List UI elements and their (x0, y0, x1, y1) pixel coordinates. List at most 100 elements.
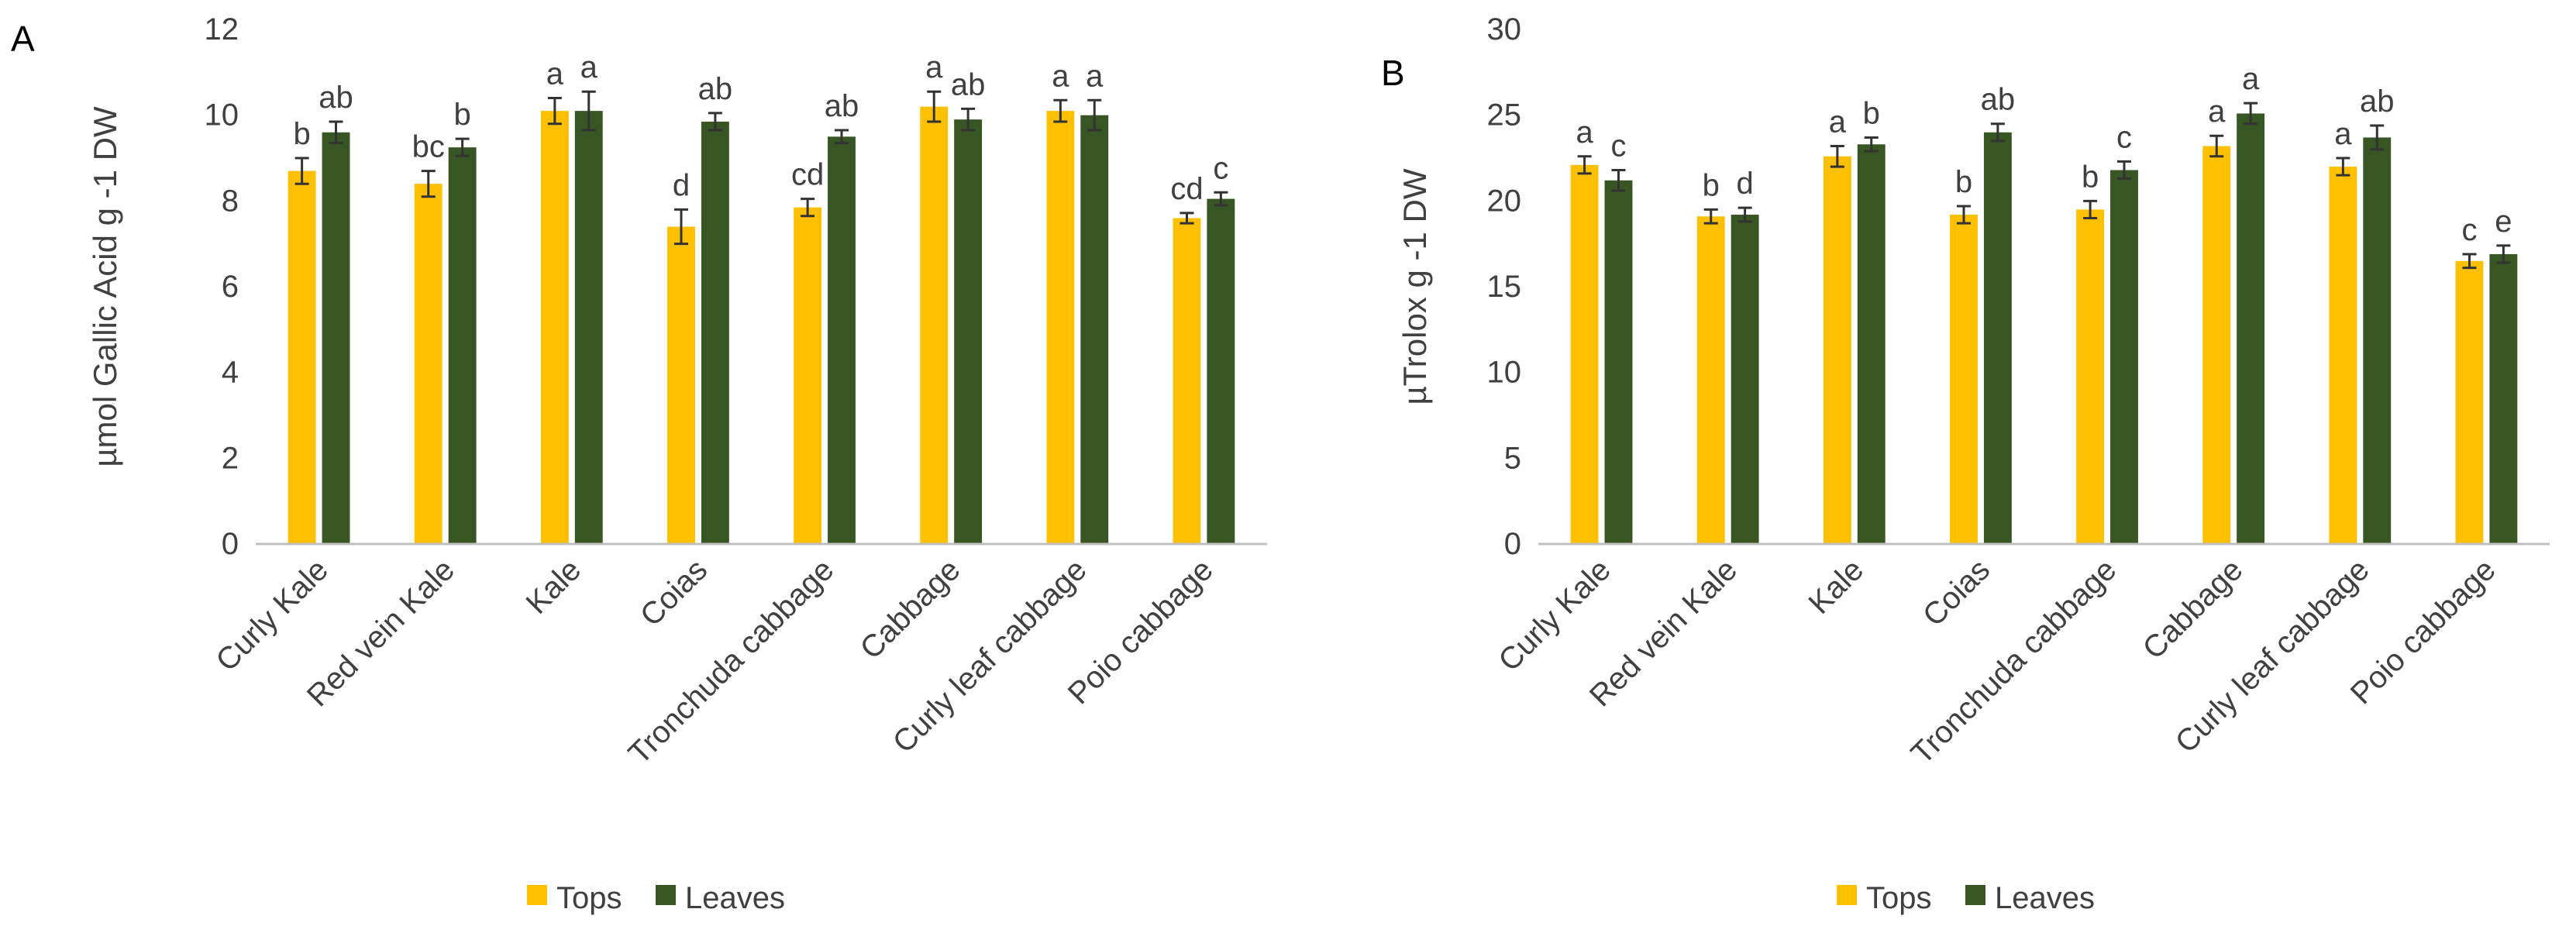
panel-letter: B (1381, 53, 1405, 93)
significance-letter: c (2461, 213, 2477, 247)
bar-tops (540, 111, 569, 545)
significance-letter: d (1737, 167, 1754, 201)
significance-letter: e (2495, 205, 2512, 239)
significance-letter: bc (412, 130, 445, 164)
y-tick-label: 10 (205, 98, 239, 133)
category-label: Curly Kale (209, 553, 335, 678)
y-tick-label: 15 (1487, 270, 1522, 304)
significance-letter: ab (1981, 83, 2016, 117)
legend-label: Tops (556, 881, 622, 915)
bar-tops (1823, 156, 1851, 544)
chart-a: A 0 2 4 6 8 10 12 µmol Gallic Acid g -1 DW b bc a d c… (11, 12, 1267, 915)
y-tick-label: 5 (1504, 441, 1521, 475)
bar-leaves (1983, 132, 2012, 545)
significance-letter: cd (1170, 172, 1203, 206)
significance-letter: a (580, 50, 598, 84)
category-label: Coias (1917, 553, 1996, 632)
category-label: Coias (634, 553, 714, 632)
y-tick-label: 30 (1487, 12, 1522, 46)
significance-letter: b (293, 117, 310, 151)
significance-letter: b (1703, 168, 1720, 202)
significance-letter: a (925, 50, 943, 84)
category-label: Cabbage (2137, 553, 2250, 666)
legend-label: Leaves (685, 881, 785, 915)
significance-letter: ab (825, 89, 859, 123)
bar-tops (1696, 216, 1725, 544)
bar-leaves (1604, 180, 1633, 545)
significance-letter: d (673, 168, 690, 202)
significance-letter: b (2082, 160, 2099, 194)
significance-letter: a (546, 57, 564, 91)
category-label: Curly Kale (1492, 553, 1617, 678)
significance-letter: b (1955, 165, 1972, 199)
significance-letter: a (2208, 95, 2226, 129)
significance-letter: a (1086, 59, 1104, 93)
category-label: Cabbage (854, 553, 967, 666)
bar-leaves (2110, 170, 2138, 544)
bar-tops (794, 207, 822, 544)
significance-letter: a (1829, 105, 1847, 139)
bar-tops (1046, 111, 1075, 545)
bar-tops (414, 184, 443, 544)
legend-label: Leaves (1995, 881, 2095, 915)
category-label: Kale (1802, 553, 1870, 621)
bar-tops (2455, 260, 2484, 544)
significance-letter: a (2334, 117, 2352, 151)
y-tick-label: 12 (205, 12, 239, 46)
y-tick-label: 2 (222, 441, 239, 475)
bar-leaves (322, 132, 350, 545)
y-tick-label: 20 (1487, 184, 1522, 218)
bar-tops (1950, 215, 1978, 544)
y-tick-label: 25 (1487, 98, 1522, 133)
legend-swatch (527, 885, 547, 905)
bar-leaves (574, 111, 603, 545)
significance-letter: c (1611, 129, 1627, 163)
y-tick-label: 10 (1487, 356, 1522, 390)
bar-tops (920, 106, 949, 545)
bar-leaves (1857, 144, 1886, 544)
bar-leaves (2489, 253, 2518, 544)
significance-letter: ab (951, 67, 986, 102)
bar-leaves (954, 119, 983, 544)
significance-letter: a (2242, 62, 2260, 96)
y-tick-label: 6 (222, 270, 239, 304)
significance-letter: a (1576, 115, 1593, 150)
bar-tops (2076, 209, 2105, 544)
bar-tops (1570, 164, 1599, 544)
bar-leaves (2363, 137, 2392, 544)
y-tick-label: 0 (222, 527, 239, 561)
bar-tops (2329, 167, 2357, 545)
bar-leaves (1207, 198, 1235, 544)
panel-letter: A (11, 19, 35, 59)
category-label: Tronchuda cabbage (1905, 553, 2123, 771)
significance-letter: ab (698, 72, 733, 106)
legend-label: Tops (1866, 881, 1932, 915)
y-axis-title: µTrolox g -1 DW (1396, 168, 1433, 405)
category-label: Kale (519, 553, 587, 621)
bar-tops (667, 226, 695, 544)
significance-letter: ab (319, 81, 353, 115)
bar-leaves (1080, 115, 1109, 544)
bar-tops (1173, 218, 1201, 544)
significance-letter: c (2116, 120, 2132, 154)
legend-swatch (656, 885, 676, 905)
bar-leaves (2237, 113, 2265, 544)
legend-swatch (1837, 885, 1857, 905)
significance-letter: cd (791, 158, 824, 192)
bar-leaves (701, 121, 729, 544)
significance-letter: c (1213, 151, 1228, 185)
bar-leaves (448, 147, 477, 544)
y-tick-label: 4 (222, 356, 239, 390)
significance-letter: ab (2360, 84, 2395, 119)
y-tick-label: 8 (222, 184, 239, 218)
bar-leaves (828, 136, 856, 545)
legend-swatch (1965, 885, 1985, 905)
bar-tops (2202, 146, 2231, 545)
bar-tops (288, 170, 316, 544)
category-label: Tronchuda cabbage (622, 553, 841, 771)
y-axis-title: µmol Gallic Acid g -1 DW (87, 106, 123, 467)
y-tick-label: 0 (1504, 527, 1521, 561)
significance-letter: a (1052, 59, 1069, 93)
